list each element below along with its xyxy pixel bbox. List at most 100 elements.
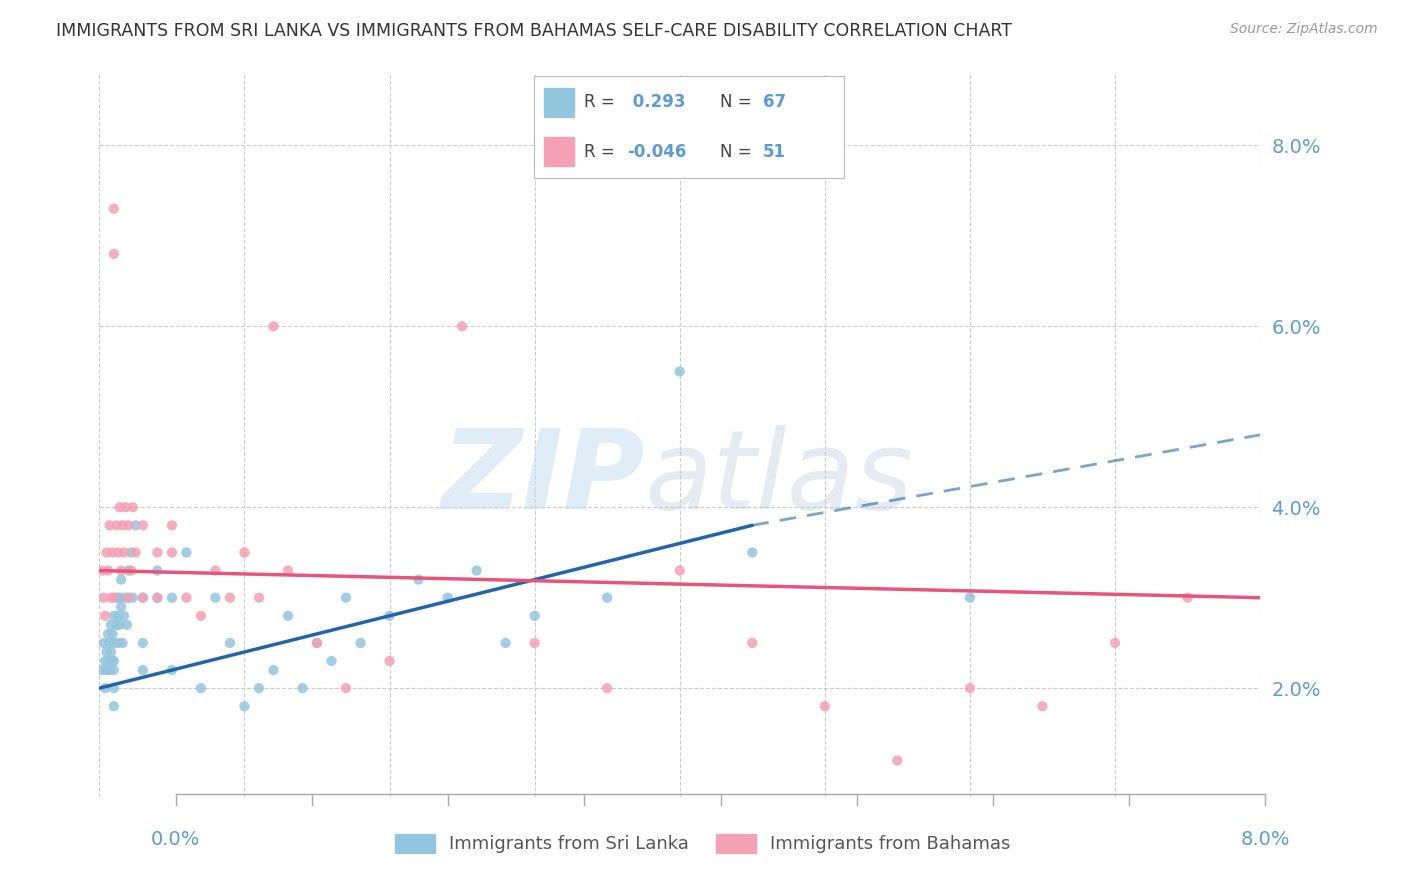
Point <box>160 663 183 677</box>
Point <box>233 545 256 559</box>
Point <box>132 591 155 605</box>
Point <box>378 654 401 668</box>
Point <box>103 608 125 623</box>
Point <box>959 591 981 605</box>
Point <box>190 608 212 623</box>
Point <box>277 564 299 578</box>
Text: atlas: atlas <box>645 425 914 532</box>
Point <box>146 564 169 578</box>
Point <box>108 591 131 605</box>
Point <box>132 591 155 605</box>
Point <box>107 636 129 650</box>
Bar <box>544 88 575 117</box>
Point <box>100 591 122 605</box>
Point <box>105 617 128 632</box>
Point <box>219 636 242 650</box>
Point <box>1104 636 1126 650</box>
Point <box>112 545 135 559</box>
Point <box>108 500 131 515</box>
Point <box>117 591 139 605</box>
Text: ZIP: ZIP <box>441 425 645 532</box>
Point <box>115 617 138 632</box>
Point <box>176 591 198 605</box>
Point <box>886 754 908 768</box>
Point <box>219 591 242 605</box>
Text: 67: 67 <box>763 94 786 112</box>
Point <box>247 591 270 605</box>
Point <box>93 591 115 605</box>
Text: Source: ZipAtlas.com: Source: ZipAtlas.com <box>1230 22 1378 37</box>
Point <box>107 545 129 559</box>
Text: 0.293: 0.293 <box>627 94 686 112</box>
Point <box>204 564 226 578</box>
Text: R =: R = <box>583 143 614 161</box>
Point <box>120 545 142 559</box>
Point <box>176 545 198 559</box>
Point <box>321 654 343 668</box>
Point <box>101 545 124 559</box>
Point <box>117 591 139 605</box>
Point <box>1177 591 1199 605</box>
Text: -0.046: -0.046 <box>627 143 686 161</box>
Point <box>107 608 129 623</box>
Text: N =: N = <box>720 94 751 112</box>
Point <box>103 247 125 261</box>
Point <box>335 591 357 605</box>
Point <box>100 645 122 659</box>
Text: IMMIGRANTS FROM SRI LANKA VS IMMIGRANTS FROM BAHAMAS SELF-CARE DISABILITY CORREL: IMMIGRANTS FROM SRI LANKA VS IMMIGRANTS … <box>56 22 1012 40</box>
Point <box>91 564 114 578</box>
Point <box>668 564 690 578</box>
Point <box>741 636 763 650</box>
Point <box>349 636 371 650</box>
Point <box>132 636 155 650</box>
Point <box>124 518 146 533</box>
Point <box>110 564 132 578</box>
Point <box>596 681 619 695</box>
Point <box>96 545 118 559</box>
Point <box>108 617 131 632</box>
Point <box>117 518 139 533</box>
Point <box>91 663 114 677</box>
Point <box>117 564 139 578</box>
Point <box>146 591 169 605</box>
Point <box>668 365 690 379</box>
Point <box>378 608 401 623</box>
Point <box>523 636 546 650</box>
Point <box>814 699 837 714</box>
Point <box>124 545 146 559</box>
Point <box>121 591 143 605</box>
Point <box>94 608 117 623</box>
Point <box>98 663 121 677</box>
Point <box>103 636 125 650</box>
Point <box>291 681 314 695</box>
Point <box>114 591 136 605</box>
Point <box>204 591 226 605</box>
Point <box>105 518 128 533</box>
Point <box>114 500 136 515</box>
Point <box>465 564 488 578</box>
Point <box>94 654 117 668</box>
Point <box>305 636 328 650</box>
Point <box>233 699 256 714</box>
Point <box>160 518 183 533</box>
Point <box>101 627 124 641</box>
Point <box>110 573 132 587</box>
Point <box>101 654 124 668</box>
Point <box>97 654 120 668</box>
Point <box>103 663 125 677</box>
Point <box>112 608 135 623</box>
Point <box>94 681 117 695</box>
Text: N =: N = <box>720 143 751 161</box>
Point <box>247 681 270 695</box>
Point <box>96 645 118 659</box>
Point <box>98 518 121 533</box>
Point <box>132 663 155 677</box>
Point <box>120 564 142 578</box>
Point <box>495 636 517 650</box>
Point <box>335 681 357 695</box>
Point <box>523 608 546 623</box>
Point <box>741 545 763 559</box>
Text: 51: 51 <box>763 143 786 161</box>
Point <box>190 681 212 695</box>
Point <box>160 545 183 559</box>
